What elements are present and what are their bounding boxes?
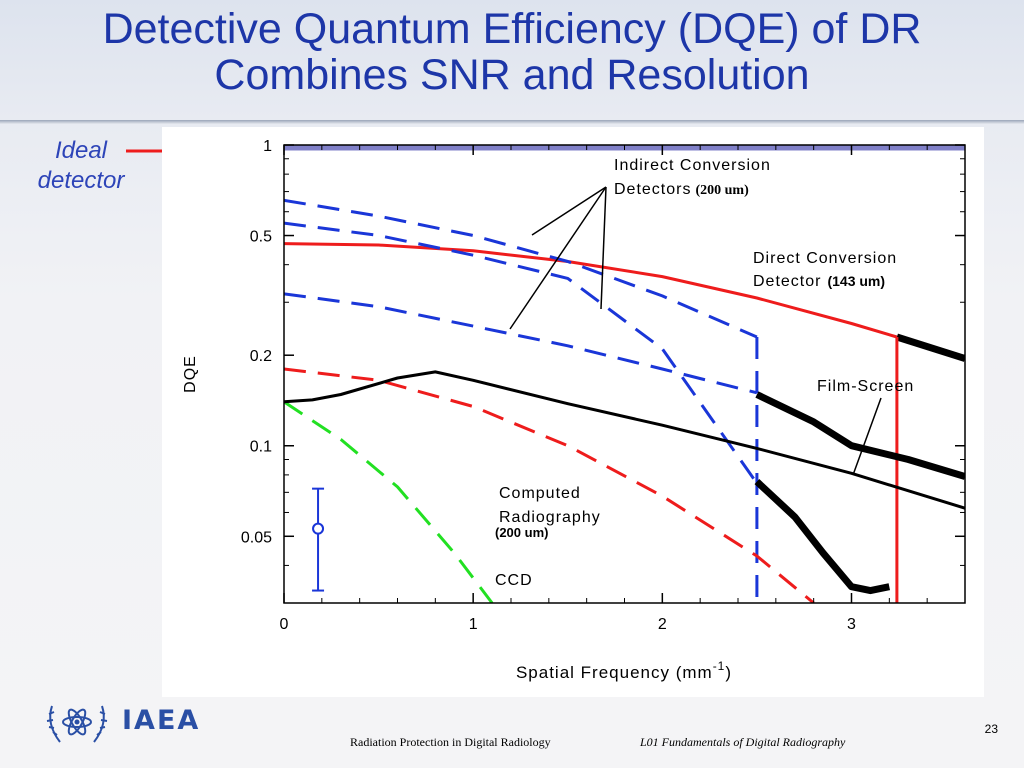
indirect-label-line1: Indirect Conversion (614, 157, 771, 174)
y-tick-label: 0.05 (241, 529, 272, 546)
footer-module-title: L01 Fundamentals of Digital Radiography (640, 735, 846, 749)
direct-label-line1: Direct Conversion (753, 250, 897, 267)
film-screen-pointer-line (852, 397, 882, 476)
x-tick-label: 2 (658, 616, 667, 633)
x-axis-label-main: Spatial Frequency (mm (516, 663, 713, 682)
y-tick-label: 1 (263, 138, 272, 155)
ideal-detector-label: Ideal detector (22, 136, 140, 196)
ideal-label-line2: detector (37, 167, 125, 194)
direct-label-text: Detector (753, 273, 821, 290)
plot-frame (283, 144, 966, 604)
direct-label-line2: Detector (143 um) (753, 273, 885, 290)
slide-title-line2: Combines SNR and Resolution (214, 51, 810, 99)
pointer-line (531, 186, 607, 236)
series-direct (284, 242, 898, 339)
page-number: 23 (984, 722, 998, 736)
cr-label-line2: Radiography (499, 509, 601, 526)
series-indirect-b (284, 221, 759, 485)
x-axis-label-close: ) (725, 663, 732, 682)
error-bar-point (312, 522, 325, 535)
slide-title-line1: Detective Quantum Efficiency (DQE) of DR (102, 5, 922, 53)
series-indirect-a (284, 198, 758, 339)
footer-course-title: Radiation Protection in Digital Radiolog… (350, 735, 551, 749)
slide-title: Detective Quantum Efficiency (DQE) of DR… (0, 6, 1024, 98)
series-cr (284, 367, 815, 603)
chart-panel: 0 1 2 3 0.05 0.1 0.2 0.5 1 Indirect Conversion D… (162, 127, 984, 697)
iaea-logo-text: IAEA (122, 705, 201, 736)
x-axis-label: Spatial Frequency (mm-1) (516, 659, 732, 682)
ideal-label-line1: Ideal (54, 137, 108, 164)
x-tick-label: 3 (847, 616, 856, 633)
film-screen-label: Film-Screen (817, 378, 914, 395)
indirect-size-label: (200 um) (695, 183, 749, 198)
x-tick-label: 1 (469, 616, 478, 633)
ccd-label: CCD (495, 572, 533, 589)
series-film-screen-thick (755, 391, 965, 480)
series-indirect-c (284, 292, 758, 395)
error-bar (312, 487, 325, 592)
series-direct-end (895, 333, 965, 362)
iaea-logo-icon (46, 705, 108, 743)
series-indirect-b-thick (754, 479, 891, 595)
pointer-line (509, 186, 607, 330)
cr-size-label: (200 um) (495, 525, 548, 540)
cr-label-line1: Computed (499, 485, 581, 502)
y-tick-label: 0.5 (250, 229, 272, 246)
y-axis-label: DQE (182, 355, 199, 393)
series-ccd (284, 400, 494, 603)
y-tick-label: 0.2 (250, 348, 272, 365)
title-divider (0, 120, 1024, 124)
indirect-pointer-lines (509, 186, 607, 330)
x-tick-label: 0 (280, 616, 289, 633)
indirect-label-line2: Detectors (200 um) (614, 181, 749, 198)
y-tick-label: 0.1 (250, 439, 272, 456)
direct-size-label: (143 um) (827, 273, 885, 289)
series-film-screen (284, 370, 965, 510)
indirect-label-text: Detectors (614, 181, 691, 198)
pointer-line (600, 186, 607, 310)
dqe-chart: 0 1 2 3 0.05 0.1 0.2 0.5 1 Indirect Conversion D… (182, 138, 966, 682)
x-axis-label-superscript: -1 (713, 659, 726, 673)
